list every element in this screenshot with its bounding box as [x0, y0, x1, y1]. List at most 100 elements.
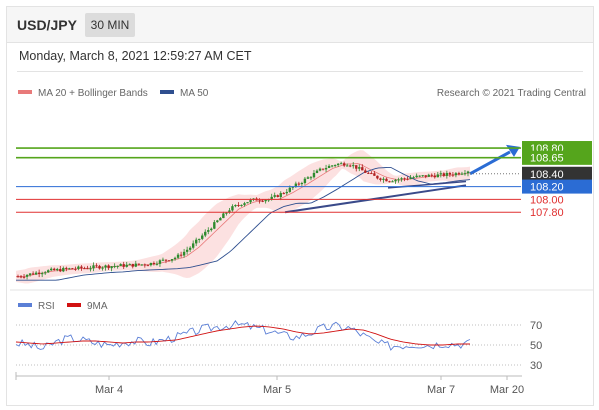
legend-swatch-9ma	[67, 303, 81, 307]
candle	[436, 171, 439, 178]
x-tick-label: Mar 7	[427, 384, 455, 396]
candle	[86, 265, 89, 270]
candle	[137, 263, 141, 266]
candle	[418, 175, 421, 178]
timestamp: Monday, March 8, 2021 12:59:27 AM CET	[19, 49, 252, 63]
level-label: 107.80	[530, 207, 564, 219]
candle	[231, 204, 234, 212]
candle	[454, 172, 458, 178]
candle	[204, 229, 207, 238]
forecast-arrow-head	[506, 144, 520, 157]
forecast-arrow-shaft	[469, 150, 511, 176]
candle	[65, 266, 68, 272]
candle	[373, 171, 376, 176]
candle	[113, 263, 116, 269]
legend-label-bollinger: MA 20 + Bollinger Bands	[38, 88, 148, 99]
candle	[89, 265, 92, 272]
candle	[388, 180, 391, 183]
candle	[352, 162, 355, 169]
candle	[222, 211, 225, 219]
candle	[415, 173, 418, 178]
candle	[134, 260, 137, 268]
candle	[194, 237, 198, 247]
candle	[448, 171, 452, 178]
candle	[198, 238, 201, 243]
legend-swatch-bollinger	[18, 90, 32, 94]
candle	[25, 274, 29, 280]
candle	[155, 261, 159, 266]
interval-button[interactable]: 30 MIN	[85, 13, 135, 37]
price-plot-area	[16, 144, 520, 284]
candle	[37, 269, 41, 278]
candle	[345, 163, 349, 167]
chart-card: USD/JPY 30 MIN Monday, March 8, 2021 12:…	[6, 6, 594, 406]
candle	[119, 263, 122, 266]
level-108-40: 108.40	[470, 166, 592, 181]
candle	[403, 177, 406, 182]
candle	[457, 171, 461, 176]
candle	[31, 271, 35, 275]
candle	[40, 271, 44, 278]
candle	[327, 164, 331, 169]
candle	[213, 220, 216, 230]
candle	[59, 265, 62, 273]
candle	[179, 251, 183, 258]
candle	[421, 175, 424, 177]
candle	[406, 176, 409, 181]
candle	[53, 267, 56, 271]
trendline-lower	[284, 184, 467, 214]
x-tick-label: Mar 4	[95, 384, 123, 396]
candle	[34, 271, 38, 276]
candle	[361, 164, 364, 171]
candle	[140, 264, 144, 266]
candle	[228, 208, 231, 214]
candle	[234, 204, 237, 208]
candle	[355, 165, 358, 172]
candle	[442, 172, 446, 178]
candle	[424, 175, 427, 179]
rsi-tick-label: 30	[530, 360, 542, 372]
candle	[315, 169, 319, 174]
candle	[152, 261, 156, 266]
level-108-20: 108.20	[16, 179, 592, 194]
candle	[427, 173, 430, 177]
candle	[282, 191, 285, 195]
credit-text: Research © 2021 Trading Central	[437, 88, 586, 99]
bollinger-band	[16, 150, 470, 284]
legend-label-9ma: 9MA	[87, 301, 108, 312]
candle	[19, 274, 23, 279]
level-label: 108.40	[530, 169, 564, 181]
candle	[101, 266, 104, 271]
candle	[240, 204, 243, 207]
candle	[22, 273, 26, 279]
candle	[143, 263, 147, 268]
candle	[318, 167, 322, 172]
candle	[342, 161, 346, 168]
rsi-plot-area: 70 50 30	[15, 320, 542, 372]
candle	[210, 227, 213, 232]
candle	[463, 170, 467, 176]
candle	[182, 248, 186, 258]
candle	[445, 170, 449, 179]
ma50-line	[16, 166, 471, 281]
candle	[43, 271, 47, 275]
candle	[394, 178, 397, 184]
candle	[379, 177, 382, 182]
candle	[149, 262, 153, 267]
candle	[207, 227, 210, 235]
x-tick-label: Mar 5	[263, 384, 291, 396]
candle	[300, 181, 304, 187]
candle	[47, 269, 50, 273]
candle	[95, 263, 98, 268]
candle	[185, 246, 189, 255]
candle	[321, 168, 325, 171]
candle	[339, 161, 343, 165]
candle	[385, 177, 388, 182]
candle	[243, 201, 246, 207]
candle	[104, 264, 107, 271]
candle	[176, 252, 180, 260]
candle	[77, 265, 80, 271]
symbol-title: USD/JPY	[17, 17, 77, 33]
candle	[297, 181, 301, 186]
